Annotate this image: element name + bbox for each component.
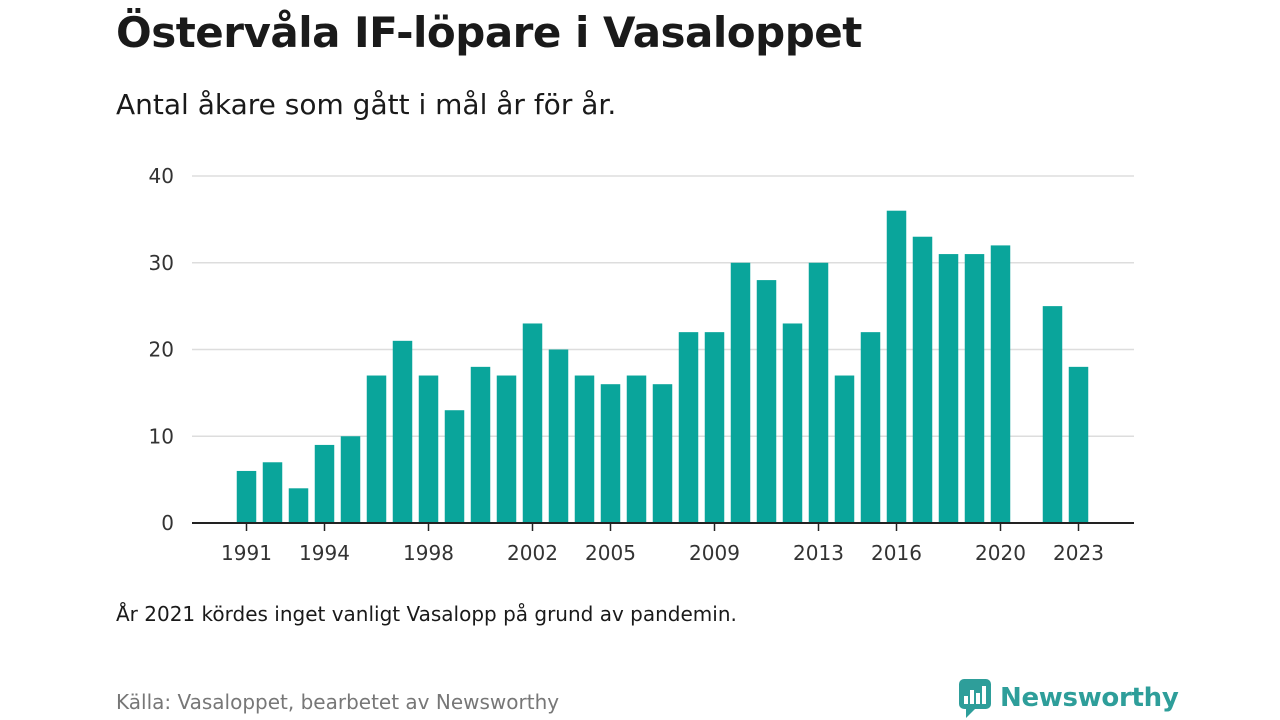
bar-2017 <box>912 236 933 523</box>
bar-2007 <box>652 384 673 523</box>
source-credit: Källa: Vasaloppet, bearbetet av Newswort… <box>116 690 560 714</box>
bar-2003 <box>548 349 569 523</box>
y-axis-ticks: 0 10 20 30 40 <box>149 164 174 535</box>
bar-1998 <box>418 375 439 523</box>
x-tick-label: 1991 <box>221 541 272 565</box>
y-tick-label: 0 <box>161 511 174 535</box>
bar-2020 <box>990 245 1011 523</box>
bar-1993 <box>288 488 309 523</box>
y-tick-label: 10 <box>149 424 174 448</box>
x-tick-label: 1998 <box>403 541 454 565</box>
bar-2022 <box>1042 306 1063 523</box>
bar-1997 <box>392 340 413 523</box>
footnote: År 2021 kördes inget vanligt Vasalopp på… <box>116 602 737 626</box>
bar-1992 <box>262 462 283 523</box>
y-tick-label: 40 <box>149 164 174 188</box>
bar-2023 <box>1068 366 1089 523</box>
x-tick-label: 2005 <box>585 541 636 565</box>
bar-2010 <box>730 262 751 523</box>
bar-2002 <box>522 323 543 523</box>
brand-logo: Newsworthy <box>958 678 1179 718</box>
bar-1995 <box>340 436 361 523</box>
bar-2015 <box>860 332 881 523</box>
chart-subtitle: Antal åkare som gått i mål år för år. <box>116 88 617 121</box>
x-axis-ticks: 1991 1994 1998 2002 2005 2009 2013 2016 2020 2023 <box>221 523 1104 565</box>
brand-name: Newsworthy <box>1000 683 1179 713</box>
chart-title: Östervåla IF-löpare i Vasaloppet <box>116 8 862 57</box>
newsworthy-logo-icon <box>959 679 991 718</box>
x-tick-label: 2009 <box>689 541 740 565</box>
bar-2016 <box>886 210 907 523</box>
bar-2000 <box>470 366 491 523</box>
bar-2019 <box>964 254 985 523</box>
bars <box>236 210 1089 523</box>
x-tick-label: 2020 <box>975 541 1026 565</box>
bar-2008 <box>678 332 699 523</box>
x-tick-label: 1994 <box>299 541 350 565</box>
y-tick-label: 20 <box>149 338 174 362</box>
bar-2018 <box>938 254 959 523</box>
bar-2009 <box>704 332 725 523</box>
bar-2011 <box>756 280 777 523</box>
bar-2012 <box>782 323 803 523</box>
bar-2004 <box>574 375 595 523</box>
bar-2014 <box>834 375 855 523</box>
bar-2005 <box>600 384 621 523</box>
x-tick-label: 2023 <box>1053 541 1104 565</box>
bar-1999 <box>444 410 465 523</box>
bar-1991 <box>236 470 257 523</box>
bar-2006 <box>626 375 647 523</box>
x-tick-label: 2013 <box>793 541 844 565</box>
bar-chart: 0 10 20 30 40 1991 1994 1998 2002 2005 2009 2013 20… <box>149 164 1134 565</box>
x-tick-label: 2016 <box>871 541 922 565</box>
x-tick-label: 2002 <box>507 541 558 565</box>
y-tick-label: 30 <box>149 251 174 275</box>
bar-1994 <box>314 444 335 523</box>
bar-2001 <box>496 375 517 523</box>
bar-2013 <box>808 262 829 523</box>
bar-1996 <box>366 375 387 523</box>
